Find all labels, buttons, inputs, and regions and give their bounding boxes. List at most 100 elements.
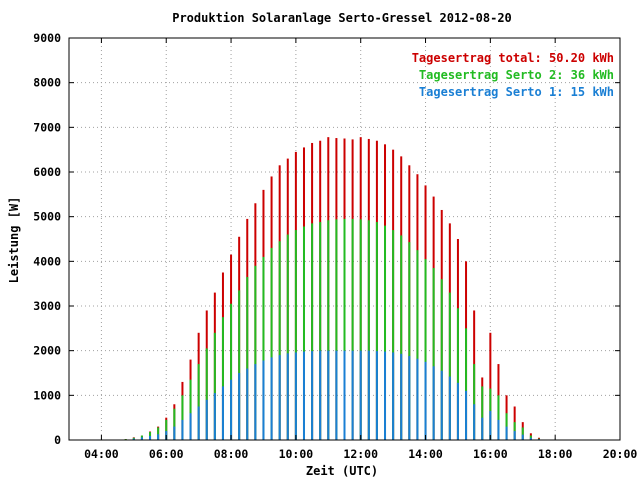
bar-series-2	[238, 290, 241, 440]
bar-series-3	[456, 382, 459, 440]
bar-series-2	[302, 226, 305, 440]
y-tick-label: 8000	[33, 76, 61, 90]
bar-series-3	[246, 368, 249, 440]
bar-series-2	[521, 427, 524, 440]
bar-series-3	[327, 350, 330, 440]
bars-layer	[124, 137, 540, 441]
bar-series-2	[424, 259, 427, 440]
bar-series-3	[424, 361, 427, 440]
x-tick-label: 04:00	[84, 447, 119, 461]
bar-series-3	[132, 438, 135, 440]
x-tick-label: 14:00	[408, 447, 443, 461]
bar-series-3	[238, 373, 241, 440]
bar-series-3	[262, 360, 265, 440]
bar-series-2	[497, 395, 500, 440]
bar-series-3	[302, 351, 305, 440]
bar-series-3	[278, 355, 281, 440]
bar-series-2	[335, 219, 338, 440]
bar-series-2	[513, 422, 516, 440]
x-axis-label: Zeit (UTC)	[306, 464, 378, 478]
bar-series-2	[448, 292, 451, 440]
bar-series-2	[351, 218, 354, 440]
bar-series-3	[335, 350, 338, 440]
bar-series-3	[294, 352, 297, 440]
bar-series-2	[384, 225, 387, 440]
bar-series-3	[521, 434, 524, 440]
bar-series-3	[529, 437, 532, 440]
bar-series-3	[173, 426, 176, 440]
bar-series-2	[416, 250, 419, 440]
x-tick-label: 08:00	[214, 447, 249, 461]
bar-series-3	[270, 357, 273, 440]
bar-series-2	[213, 332, 216, 440]
y-tick-label: 0	[54, 433, 61, 447]
bar-series-3	[481, 417, 484, 440]
bar-series-2	[270, 247, 273, 440]
bar-series-3	[319, 350, 322, 440]
legend: Tagesertrag total: 50.20 kWh Tagesertrag …	[412, 51, 614, 99]
bar-series-2	[465, 328, 468, 440]
bar-series-3	[157, 434, 160, 440]
bar-series-3	[213, 393, 216, 440]
bar-series-3	[408, 356, 411, 440]
bar-series-3	[343, 350, 346, 440]
y-tick-label: 6000	[33, 165, 61, 179]
bar-series-3	[448, 376, 451, 440]
x-tick-label: 10:00	[279, 447, 314, 461]
bar-series-2	[262, 256, 265, 440]
bar-series-3	[286, 353, 289, 440]
bar-series-2	[359, 219, 362, 440]
bar-series-3	[311, 351, 314, 440]
bar-series-2	[294, 230, 297, 440]
y-tick-label: 3000	[33, 299, 61, 313]
x-tick-label: 12:00	[343, 447, 378, 461]
bar-series-2	[481, 386, 484, 440]
y-tick-label: 2000	[33, 344, 61, 358]
bar-series-2	[392, 230, 395, 440]
bar-series-2	[197, 364, 200, 440]
y-tick-label: 4000	[33, 254, 61, 268]
bar-series-3	[489, 410, 492, 440]
bar-series-2	[456, 308, 459, 440]
x-tick-label: 16:00	[473, 447, 508, 461]
bar-series-2	[149, 431, 152, 440]
bar-series-3	[432, 366, 435, 440]
y-tick-label: 5000	[33, 210, 61, 224]
bar-series-3	[205, 399, 208, 440]
bar-series-2	[165, 419, 168, 440]
bar-series-3	[384, 351, 387, 440]
bar-series-2	[343, 218, 346, 440]
bar-series-2	[173, 408, 176, 440]
bar-series-2	[367, 220, 370, 440]
bar-series-3	[440, 370, 443, 440]
bar-series-2	[254, 265, 257, 440]
bar-series-3	[197, 406, 200, 440]
bar-series-2	[408, 242, 411, 440]
bar-series-3	[392, 352, 395, 440]
bar-series-2	[440, 279, 443, 440]
bar-series-2	[432, 268, 435, 440]
y-tick-label: 7000	[33, 120, 61, 134]
bar-series-2	[157, 427, 160, 440]
bar-series-3	[149, 435, 152, 440]
x-tick-label: 20:00	[603, 447, 638, 461]
bar-series-2	[529, 435, 532, 440]
bar-series-3	[513, 431, 516, 440]
plot-frame	[68, 37, 621, 441]
bar-series-3	[221, 386, 224, 440]
bar-series-2	[181, 395, 184, 440]
bar-series-3	[367, 350, 370, 440]
bar-series-2	[205, 348, 208, 440]
bar-series-3	[359, 350, 362, 440]
bar-series-2	[375, 222, 378, 440]
bar-series-2	[221, 317, 224, 440]
bar-series-3	[505, 426, 508, 440]
bar-series-3	[497, 419, 500, 440]
bar-series-2	[400, 235, 403, 440]
bar-series-2	[311, 223, 314, 440]
x-tick-label: 06:00	[149, 447, 184, 461]
bar-series-3	[181, 419, 184, 440]
bar-series-3	[230, 379, 233, 440]
